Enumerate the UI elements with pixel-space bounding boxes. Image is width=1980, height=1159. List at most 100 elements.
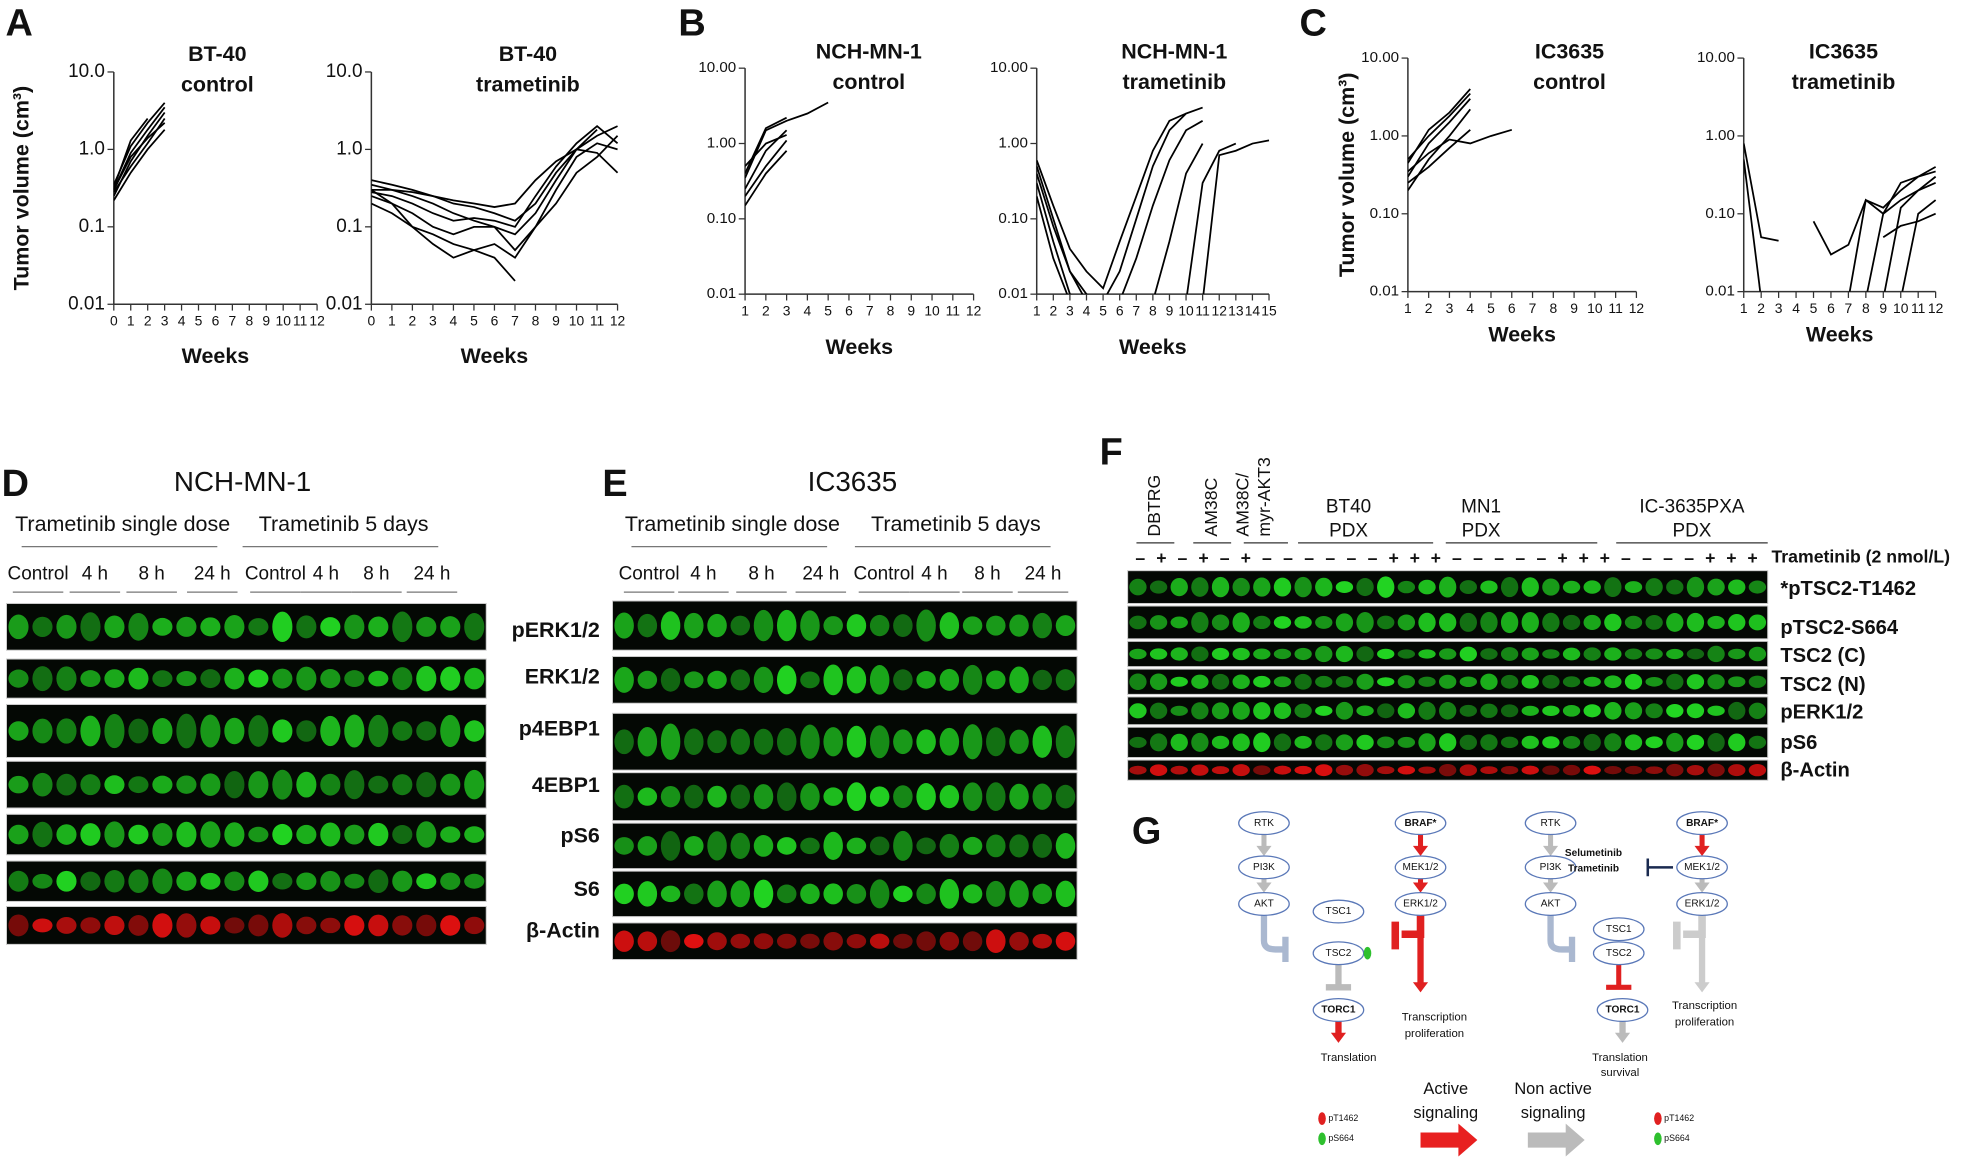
- band: [1009, 729, 1029, 754]
- band: [1129, 703, 1147, 719]
- x-tick-label: 12: [1928, 300, 1944, 316]
- band: [272, 611, 293, 643]
- tumor-curve: [113, 106, 166, 191]
- band: [916, 883, 936, 905]
- band: [986, 929, 1006, 954]
- band: [296, 666, 317, 691]
- band: [320, 870, 341, 892]
- panel-label: C: [1300, 2, 1327, 44]
- band: [1707, 615, 1725, 629]
- band: [1604, 577, 1622, 598]
- band: [684, 933, 704, 949]
- lane-label: Control: [245, 563, 306, 584]
- band: [392, 667, 413, 691]
- x-tick-label: 4: [178, 313, 186, 329]
- band: [823, 883, 843, 905]
- band: [684, 612, 704, 639]
- band: [1032, 833, 1053, 858]
- x-tick-label: 7: [229, 313, 237, 329]
- y-tick-label: 10.00: [698, 59, 736, 76]
- band: [1356, 705, 1374, 717]
- band: [1418, 579, 1436, 595]
- band: [392, 915, 413, 936]
- treatment-sign: +: [1578, 548, 1588, 568]
- band: [56, 917, 77, 934]
- band: [1686, 612, 1705, 632]
- band: [637, 670, 658, 689]
- lane-label: Control: [8, 563, 69, 584]
- lane-label: DBTRG: [1144, 475, 1164, 537]
- y-tick-label: 0.01: [998, 285, 1027, 302]
- chart-title: control: [181, 73, 254, 97]
- band: [707, 785, 727, 808]
- lane-label: 4 h: [921, 563, 947, 584]
- band: [320, 668, 341, 689]
- key-label: Active: [1423, 1080, 1468, 1098]
- band: [1055, 931, 1076, 951]
- blot-strip: [5, 905, 487, 945]
- band: [1666, 579, 1684, 595]
- output-label: Translation: [1592, 1052, 1648, 1064]
- band: [104, 775, 125, 795]
- x-axis-label: Weeks: [826, 335, 894, 359]
- band: [176, 713, 197, 749]
- band: [962, 836, 983, 855]
- band: [962, 724, 983, 760]
- row-label: S6: [574, 877, 600, 901]
- x-tick-label: 10: [924, 303, 940, 319]
- lane-label: 8 h: [974, 563, 1000, 584]
- key-dot: [1318, 1112, 1326, 1125]
- band: [1032, 783, 1053, 810]
- band: [272, 668, 293, 689]
- x-tick-label: 3: [1066, 303, 1074, 319]
- x-tick-label: 0: [368, 313, 376, 329]
- band: [1748, 580, 1767, 594]
- node: [1676, 891, 1728, 916]
- group-label: IC-3635PXA: [1639, 497, 1745, 518]
- band: [1170, 765, 1188, 775]
- row-label: ERK1/2: [525, 665, 600, 689]
- band: [1273, 676, 1292, 688]
- inhibit: [1260, 915, 1289, 963]
- panel-label: A: [5, 2, 32, 44]
- band: [730, 728, 751, 755]
- band: [753, 835, 774, 857]
- band: [939, 833, 960, 858]
- band: [1009, 880, 1029, 908]
- lane-label: Control: [619, 563, 680, 584]
- key-dot-label: pS664: [1664, 1133, 1690, 1143]
- band: [80, 612, 101, 642]
- band: [1686, 648, 1705, 660]
- x-tick-label: 4: [1466, 300, 1474, 316]
- y-tick-label: 0.1: [79, 216, 105, 237]
- y-tick-label: 1.0: [336, 138, 362, 159]
- inhibit: [1673, 915, 1706, 950]
- band: [753, 609, 774, 642]
- arrow-head: [1412, 982, 1429, 993]
- band: [1418, 701, 1436, 720]
- band: [1542, 674, 1560, 689]
- band: [152, 868, 173, 895]
- tumor-curve: [113, 122, 166, 191]
- band: [1521, 735, 1539, 749]
- treatment-sign: +: [1705, 548, 1715, 568]
- x-tick-label: 4: [804, 303, 812, 319]
- group-label: Trametinib single dose: [15, 512, 230, 536]
- band: [1686, 703, 1705, 719]
- band: [200, 714, 221, 748]
- band: [152, 822, 173, 847]
- x-tick-label: 9: [907, 303, 915, 319]
- node: [1238, 891, 1290, 916]
- band: [464, 873, 485, 889]
- inhibit: [1391, 915, 1425, 950]
- band: [1686, 734, 1705, 750]
- tumor-curve: [371, 148, 619, 208]
- band: [224, 615, 245, 639]
- tumor-curve: [1812, 170, 1936, 256]
- group-label: MN1: [1461, 497, 1501, 518]
- key-dot: [1654, 1132, 1662, 1146]
- phospho-dot: [1363, 946, 1372, 960]
- band: [1604, 675, 1622, 689]
- band: [1397, 614, 1416, 631]
- band: [1583, 580, 1601, 594]
